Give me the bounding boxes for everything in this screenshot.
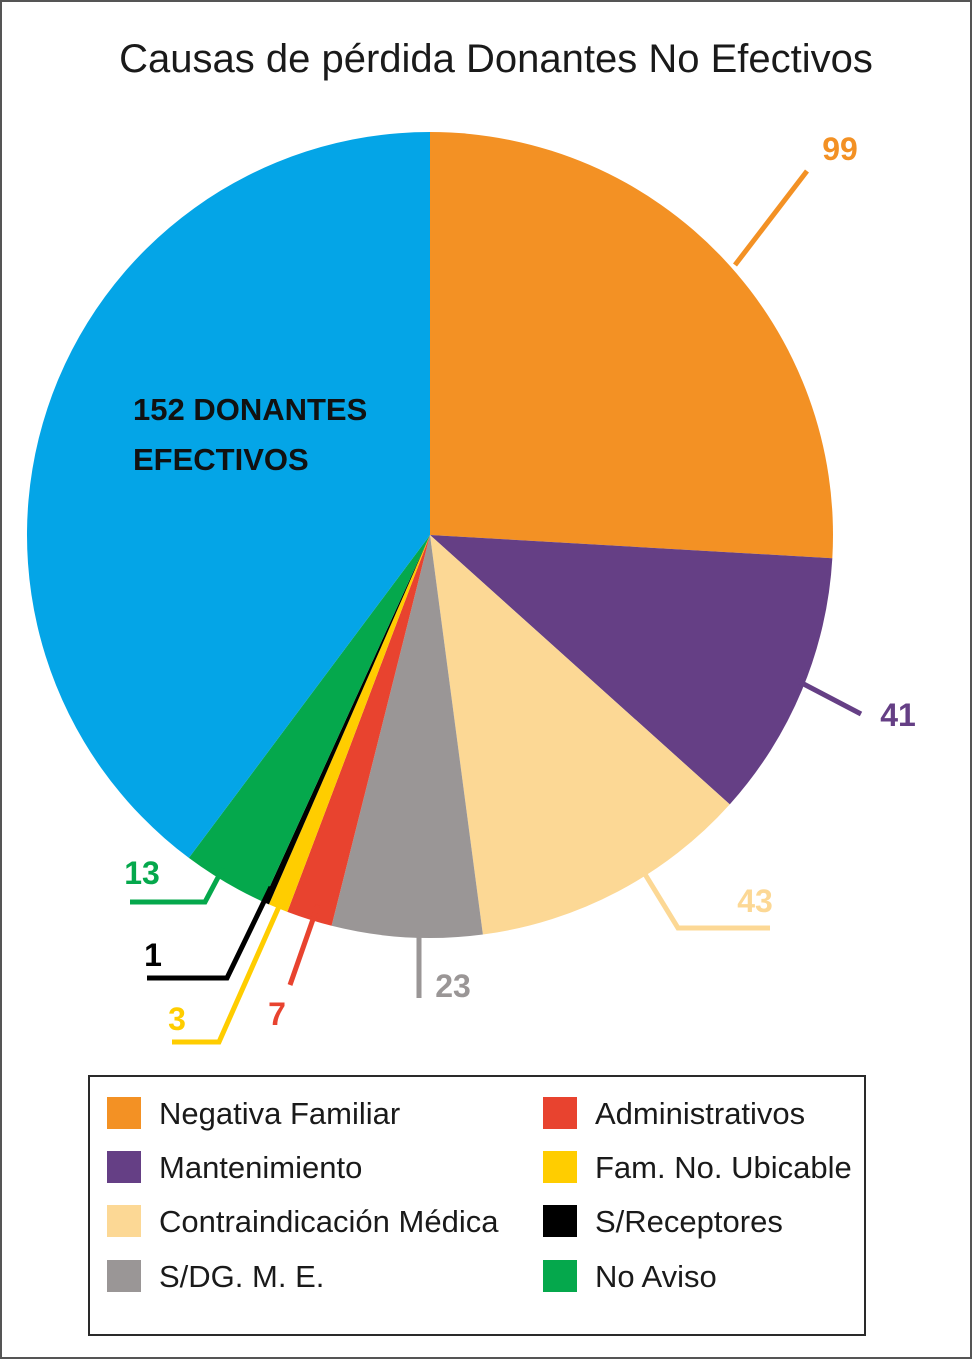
value-label-administrativos: 7	[268, 996, 286, 1032]
legend-swatch-mantenimiento	[107, 1151, 141, 1183]
legend-label-s-receptores: S/Receptores	[595, 1204, 783, 1239]
legend-swatch-s-dg-m-e	[107, 1260, 141, 1292]
leader-line-no-aviso	[130, 866, 226, 905]
legend: Negativa Familiar Mantenimiento Contraindi…	[88, 1075, 866, 1336]
legend-label-administrativos: Administrativos	[595, 1096, 805, 1131]
legend-swatch-negativa-familiar	[107, 1097, 141, 1129]
value-label-no-aviso: 13	[124, 855, 160, 891]
legend-swatch-fam-no-ubicable	[543, 1151, 577, 1183]
slice-no-aviso	[188, 535, 430, 902]
legend-label-mantenimiento: Mantenimiento	[159, 1150, 362, 1185]
value-label-contraindicacion-medica: 43	[737, 883, 773, 919]
slice-donantes-efectivos	[26, 132, 431, 858]
legend-label-contraindicacion-medica: Contraindicación Médica	[159, 1204, 499, 1239]
legend-swatch-no-aviso	[543, 1260, 577, 1292]
leader-line-mantenimiento	[794, 677, 863, 717]
slice-negativa-familiar	[430, 132, 833, 559]
legend-box	[88, 1075, 866, 1336]
value-label-negativa-familiar: 99	[822, 131, 858, 167]
legend-label-s-dg-m-e: S/DG. M. E.	[159, 1259, 324, 1294]
legend-label-fam-no-ubicable: Fam. No. Ubicable	[595, 1150, 852, 1185]
slice-s-dg-m-e	[331, 535, 483, 939]
leader-line-administrativos	[287, 904, 321, 986]
leader-line-contraindicacion-medica	[637, 864, 770, 931]
center-label-line-1: 152 DONANTES	[133, 392, 367, 427]
pie-slices	[26, 132, 833, 939]
legend-label-no-aviso: No Aviso	[595, 1259, 717, 1294]
slice-administrativos	[287, 535, 430, 926]
value-label-fam-no-ubicable: 3	[168, 1001, 186, 1037]
leader-lines	[130, 169, 863, 1045]
value-label-mantenimiento: 41	[880, 697, 916, 733]
center-label-line-2: EFECTIVOS	[133, 442, 309, 477]
slice-contraindicacion-medica	[430, 535, 730, 935]
leader-line-negativa-familiar	[733, 169, 809, 267]
legend-swatch-administrativos	[543, 1097, 577, 1129]
slice-s-receptores	[262, 535, 430, 905]
chart-title: Causas de pérdida Donantes No Efectivos	[119, 37, 873, 81]
slice-fam-no-ubicable	[268, 535, 430, 912]
legend-swatch-s-receptores	[543, 1205, 577, 1237]
legend-swatch-contraindicacion-medica	[107, 1205, 141, 1237]
slice-mantenimiento	[430, 535, 833, 805]
value-label-s-receptores: 1	[144, 937, 162, 973]
leader-line-fam-no-ubicable	[172, 891, 288, 1045]
value-label-s-dg-m-e: 23	[435, 968, 471, 1004]
value-labels: 99 41 43 23 7 31 13	[124, 131, 916, 1037]
leader-line-s-receptores	[147, 885, 274, 981]
legend-label-negativa-familiar: Negativa Familiar	[159, 1096, 400, 1131]
